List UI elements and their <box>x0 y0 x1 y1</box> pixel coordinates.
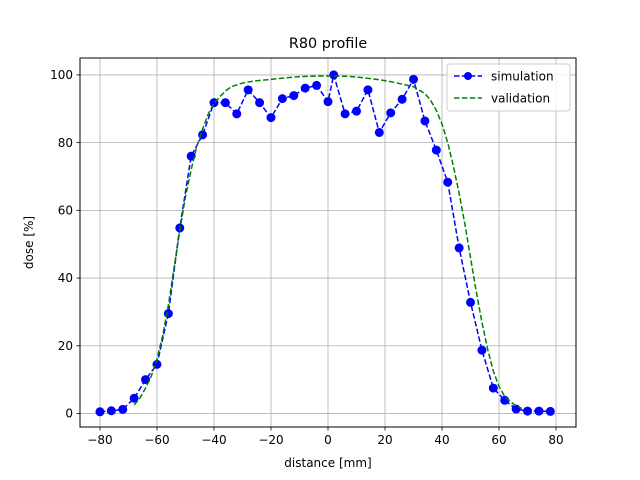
legend: simulation validation <box>446 63 571 112</box>
legend-label-simulation: simulation <box>491 69 554 83</box>
data-point-simulation <box>374 127 384 137</box>
y-tick-label: 60 <box>58 204 73 218</box>
y-tick-label: 40 <box>58 271 73 285</box>
data-point-simulation <box>511 404 521 414</box>
x-tick-label: −80 <box>87 433 112 447</box>
legend-label-validation: validation <box>491 91 550 105</box>
data-point-simulation <box>289 91 299 101</box>
data-point-simulation <box>243 85 253 95</box>
data-point-simulation <box>386 108 396 118</box>
data-point-simulation <box>534 406 544 416</box>
data-point-simulation <box>266 113 276 123</box>
data-point-simulation <box>232 109 242 119</box>
data-point-simulation <box>141 375 151 385</box>
data-point-simulation <box>300 83 310 93</box>
y-tick-label: 80 <box>58 136 73 150</box>
x-tick-label: 80 <box>548 433 563 447</box>
data-point-simulation <box>443 177 453 187</box>
data-point-simulation <box>466 297 476 307</box>
x-tick-label: 40 <box>434 433 449 447</box>
x-tick-label: 60 <box>491 433 506 447</box>
data-point-simulation <box>106 406 116 416</box>
x-tick-label: −60 <box>144 433 169 447</box>
series-validation <box>133 75 523 410</box>
data-point-simulation <box>454 243 464 253</box>
data-point-simulation <box>118 404 128 414</box>
x-axis-ticks: −80 −60 −40 −20 0 20 40 60 80 <box>87 427 564 447</box>
x-tick-label: −20 <box>258 433 283 447</box>
data-point-simulation <box>431 145 441 155</box>
x-axis-label: distance [mm] <box>284 456 371 470</box>
data-point-simulation <box>129 393 139 403</box>
data-point-simulation <box>186 151 196 161</box>
data-point-simulation <box>277 94 287 104</box>
data-point-simulation <box>323 97 333 107</box>
data-point-simulation <box>363 85 373 95</box>
x-tick-label: 0 <box>324 433 332 447</box>
data-point-simulation <box>312 80 322 90</box>
data-point-simulation <box>545 406 555 416</box>
grid <box>80 58 576 427</box>
data-point-simulation <box>477 345 487 355</box>
data-point-simulation <box>255 98 265 108</box>
legend-marker-simulation <box>464 72 472 80</box>
data-point-simulation <box>409 74 419 84</box>
data-point-simulation <box>488 383 498 393</box>
y-tick-label: 100 <box>50 68 73 82</box>
y-tick-label: 0 <box>65 407 73 421</box>
data-point-simulation <box>397 94 407 104</box>
y-tick-label: 20 <box>58 339 73 353</box>
y-axis-label: dose [%] <box>22 216 36 269</box>
y-axis-ticks: 0 20 40 60 80 100 <box>50 68 80 421</box>
data-point-simulation <box>329 70 339 80</box>
data-point-simulation <box>220 98 230 108</box>
x-tick-label: −40 <box>201 433 226 447</box>
data-point-simulation <box>95 407 105 417</box>
plot-series <box>95 70 555 417</box>
series-line-validation <box>133 75 523 410</box>
data-point-simulation <box>523 406 533 416</box>
data-point-simulation <box>420 116 430 126</box>
data-point-simulation <box>340 109 350 119</box>
data-point-simulation <box>500 395 510 405</box>
chart-title: R80 profile <box>289 36 367 52</box>
data-point-simulation <box>352 106 362 116</box>
x-tick-label: 20 <box>377 433 392 447</box>
